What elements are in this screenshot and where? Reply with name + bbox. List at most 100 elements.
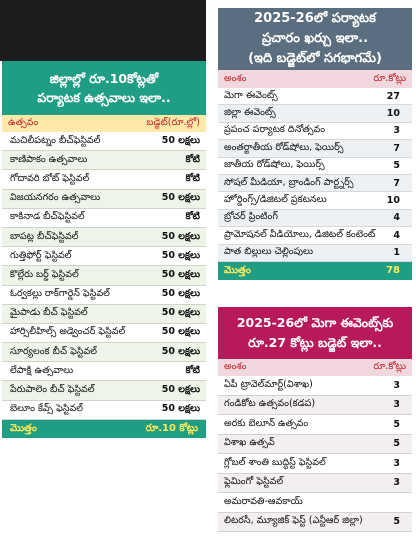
row-value: 4: [393, 212, 400, 224]
row-label: లిటరసీ, మ్యూజిక్ ఫెస్ట్ (ఎన్టీఆర్ జిల్లా…: [224, 515, 363, 527]
row-value: 3: [393, 379, 400, 391]
table-body: మచిలీపట్నం బీచ్‌ఫెస్టివల్ 50 లక్షలు కాణిపా…: [2, 132, 206, 420]
row-label: గండికోట ఉత్సవం(కడప): [224, 398, 316, 410]
table-row: సోషల్ మీడియా, బ్రాండింగ్ పార్ట్నర్స్ 7: [218, 174, 412, 193]
row-value: 5: [393, 160, 400, 172]
row-value: 7: [393, 142, 400, 154]
mega-events-title: 2025-26లో మెగా ఈవెంట్స్‌కు రూ.27 కోట్లు …: [218, 307, 412, 359]
table-row: జిల్లా ఈవెంట్స్ 10: [218, 105, 412, 123]
title-line-2: ప్రచారం ఖర్చు ఇలా..: [261, 31, 369, 46]
row-label: బ్రోచర్ ప్రింటింగ్: [224, 211, 278, 223]
row-label: గ్లోబల్ శాంతి బుద్ధిస్ట్ ఫెస్టివల్: [224, 456, 326, 468]
table-header: అంశం రూ.కోట్లు: [218, 70, 412, 88]
row-label: ఫ్లెమింగో ఫెస్టివల్: [224, 476, 284, 488]
table-body: మెగా ఈవెంట్స్ 27 జిల్లా ఈవెంట్స్ 10 ప్రపంచ ప…: [218, 88, 412, 262]
table-row: బ్రోచర్ ప్రింటింగ్ 4: [218, 209, 412, 228]
district-festivals-title: జిల్లాల్లో రూ.10కోట్లతో పర్యాటక ఉత్సవాలు…: [2, 61, 206, 115]
title-line-1: జిల్లాల్లో రూ.10కోట్లతో: [49, 71, 159, 86]
row-label: హోర్డింగ్స్/డిజిటల్ ప్రకటనలు: [224, 194, 327, 206]
row-label: కాకినాడ బీచ్‌ఫెస్టివల్: [10, 211, 85, 223]
row-label: జాతీయ రోడ్‌షోలు, ఫెయిర్స్: [224, 159, 325, 171]
row-label: ప్రపంచ పర్యాటక దినోత్సవం: [224, 124, 326, 136]
table-row: అమరావతి-ఆవకాయ్: [218, 493, 412, 513]
row-label: పాత బిల్లులు చెల్లింపులు: [224, 246, 314, 258]
total-label: మొత్తం: [224, 264, 251, 276]
row-value: 5: [393, 418, 400, 430]
table-row: విశాఖ ఉత్సవ్ 5: [218, 434, 412, 454]
title-line-1: 2025-26లో పర్యాటక: [254, 11, 376, 26]
row-label: జిల్లా ఈవెంట్స్: [224, 107, 276, 119]
table-row: ఏపీ ట్రావెల్‌మార్ట్(విశాఖ) 3: [218, 376, 412, 396]
table-row: హోర్డింగ్స్/డిజిటల్ ప్రకటనలు 10: [218, 192, 412, 210]
row-label: కాణిపాకం ఉత్సవాలు: [10, 153, 88, 165]
total-label: మొత్తం: [10, 422, 37, 434]
row-value: 50 లక్షలు: [161, 384, 200, 396]
total-value: రూ.10 కోట్లు: [145, 422, 198, 434]
table-row: గుత్తిఫోర్ట్ ఫెస్టివల్ 50 లక్షలు: [2, 247, 206, 267]
row-label: మచిలీపట్నం బీచ్‌ఫెస్టివల్: [10, 134, 101, 146]
row-label: ఓర్వకల్లు రాక్‌గార్డెన్ ఫెస్టివల్: [10, 288, 110, 300]
row-label: అమరావతి-ఆవకాయ్: [224, 495, 303, 507]
table-row: గోదావరి బోట్ ఫెస్టివల్ కోటి: [2, 170, 206, 190]
table-row: సూర్యలంక బీచ్ ఫెస్టివల్ 50 లక్షలు: [2, 343, 206, 363]
table-row: మెగా ఈవెంట్స్ 27: [218, 88, 412, 106]
row-label: బాపట్ల బీచ్‌ఫెస్టివల్: [10, 230, 79, 242]
table-row: జాతీయ రోడ్‌షోలు, ఫెయిర్స్ 5: [218, 157, 412, 175]
row-value: కోటి: [185, 172, 200, 184]
row-value: 3: [393, 457, 400, 469]
header-item: అంశం: [224, 72, 247, 84]
row-value: 50 లక్షలు: [161, 326, 200, 338]
title-line-2: పర్యాటక ఉత్సవాలు ఇలా..: [37, 90, 171, 105]
row-value: 50 లక్షలు: [161, 134, 200, 146]
table-row: అంతర్జాతీయ రోడ్‌షోలు, ఫెయిర్స్ 7: [218, 140, 412, 158]
table-header: ఉత్సవం బడ్జెట్(రూ.ల్లో): [2, 115, 206, 132]
row-label: సోషల్ మీడియా, బ్రాండింగ్ పార్ట్నర్స్: [224, 176, 354, 188]
row-value: 50 లక్షలు: [161, 345, 200, 357]
promotion-spend-table: 2025-26లో పర్యాటక ప్రచారం ఖర్చు ఇలా.. (ఇ…: [218, 8, 412, 280]
row-label: గోదావరి బోట్ ఫెస్టివల్: [10, 172, 90, 184]
table-row: ఓర్వకల్లు రాక్‌గార్డెన్ ఫెస్టివల్ 50 లక్ష…: [2, 285, 206, 305]
table-row: ప్రపంచ పర్యాటక దినోత్సవం 3: [218, 122, 412, 141]
table-row: మైపాడు బీచ్ ఫెస్టివల్ 50 లక్షలు: [2, 304, 206, 324]
title-line-3: (ఇది బడ్జెట్‌లో సగభాగమే): [248, 51, 382, 66]
row-value: కోటి: [185, 211, 200, 223]
header-event: ఉత్సవం: [8, 117, 39, 128]
row-value: 4: [393, 229, 400, 241]
header-value: రూ.కోట్లు: [373, 361, 406, 372]
row-value: 7: [393, 177, 400, 189]
row-label: అరకు బెలూన్ ఉత్సవం: [224, 417, 309, 429]
table-body: ఏపీ ట్రావెల్‌మార్ట్(విశాఖ) 3 గండికోట ఉత్సవ…: [218, 376, 412, 532]
row-label: విశాఖ ఉత్సవ్: [224, 437, 275, 449]
row-label: ప్రామోషనల్ వీడియోలు, డిజిటల్ కంటెంట్: [224, 228, 376, 240]
table-row: లేపాక్షి ఉత్సవాలు కోటి: [2, 362, 206, 382]
table-header: అంశం రూ.కోట్లు: [218, 359, 412, 376]
row-label: సూర్యలంక బీచ్ ఫెస్టివల్: [10, 345, 98, 357]
row-label: కొల్లేరు బర్డ్ ఫెస్టివల్: [10, 268, 79, 280]
row-value: 50 లక్షలు: [161, 268, 200, 280]
header-value: రూ.కోట్లు: [373, 72, 406, 84]
row-value: 27: [386, 90, 400, 102]
district-festivals-table: జిల్లాల్లో రూ.10కోట్లతో పర్యాటక ఉత్సవాలు…: [2, 61, 206, 438]
title-line-1: 2025-26లో మెగా ఈవెంట్స్‌కు: [236, 315, 394, 330]
table-row: ప్రామోషనల్ వీడియోలు, డిజిటల్ కంటెంట్ 4: [218, 227, 412, 245]
table-row: బెలూం కేవ్స్ ఫెస్టివల్ 50 లక్షలు: [2, 400, 206, 420]
row-value: 10: [386, 195, 400, 207]
total-row: మొత్తం రూ.10 కోట్లు: [2, 419, 206, 438]
row-label: లేపాక్షి ఉత్సవాలు: [10, 364, 74, 376]
table-row: లిటరసీ, మ్యూజిక్ ఫెస్ట్ (ఎన్టీఆర్ జిల్లా…: [218, 512, 412, 532]
row-value: 50 లక్షలు: [161, 230, 200, 242]
row-label: మైపాడు బీచ్ ఫెస్టివల్: [10, 307, 88, 319]
title-line-2: రూ.27 కోట్లు బడ్జెట్ ఇలా..: [248, 335, 382, 350]
row-value: 50 లక్షలు: [161, 249, 200, 261]
row-label: గుత్తిఫోర్ట్ ఫెస్టివల్: [10, 249, 72, 261]
table-row: పాత బిల్లులు చెల్లింపులు 1: [218, 244, 412, 262]
table-row: గండికోట ఉత్సవం(కడప) 3: [218, 395, 412, 415]
row-value: 3: [393, 125, 400, 137]
header-item: అంశం: [224, 361, 247, 372]
table-row: కాకినాడ బీచ్‌ఫెస్టివల్ కోటి: [2, 208, 206, 228]
row-label: మెగా ఈవెంట్స్: [224, 89, 278, 101]
row-label: ఏపీ ట్రావెల్‌మార్ట్(విశాఖ): [224, 378, 313, 390]
top-dark-banner: [0, 0, 206, 61]
header-budget: బడ్జెట్(రూ.ల్లో): [146, 117, 200, 128]
row-label: అంతర్జాతీయ రోడ్‌షోలు, ఫెయిర్స్: [224, 141, 344, 153]
